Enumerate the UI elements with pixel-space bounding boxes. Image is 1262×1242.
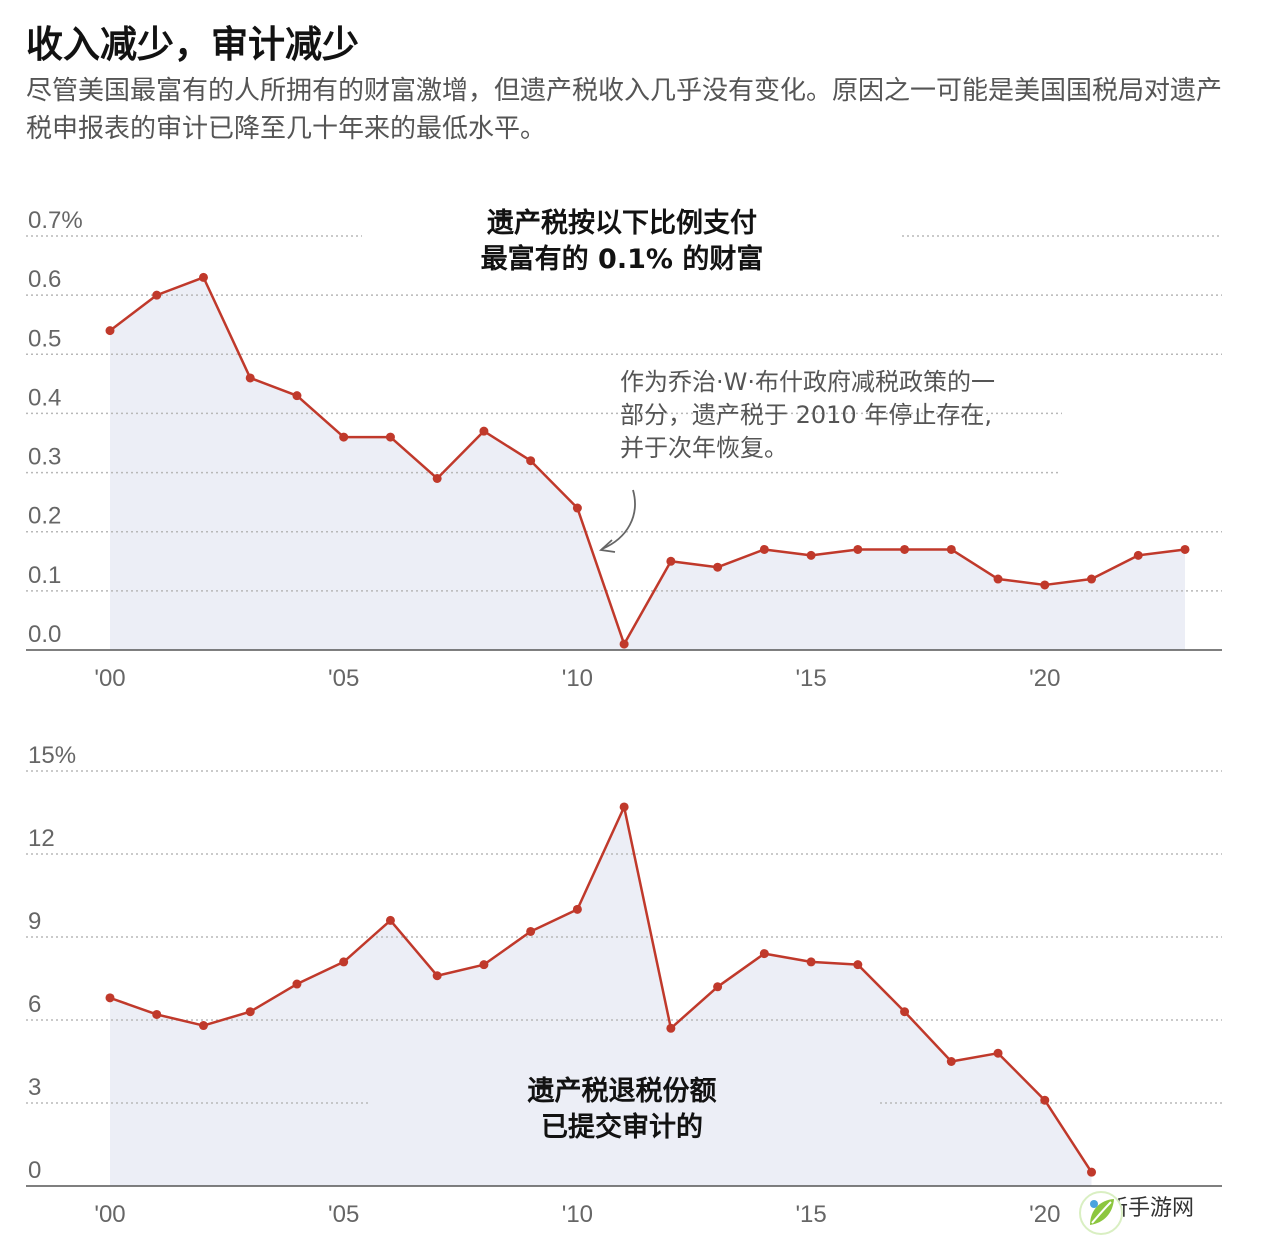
data-point	[245, 373, 255, 383]
y-tick-label: 0.1	[28, 562, 61, 589]
chart-wealth-share: 0.0 0.1 0.2 0.3 0.4 0.5 0.6 0.7% '00 '05 '10 '15 '20…	[26, 207, 1222, 692]
data-point	[993, 574, 1003, 584]
data-point	[432, 971, 442, 981]
note-arrow	[601, 489, 636, 550]
data-point	[292, 979, 302, 989]
y-tick-label: 0.4	[28, 384, 61, 411]
page-subtitle: 尽管美国最富有的人所拥有的财富激增，但遗产税收入几乎没有变化。原因之一可能是美国…	[26, 76, 1223, 144]
data-point	[339, 957, 349, 967]
data-point	[479, 426, 489, 436]
y-tick-label: 3	[28, 1074, 41, 1101]
series-line	[109, 276, 1186, 646]
data-point	[1133, 550, 1143, 560]
y-tick-label: 0.7%	[28, 207, 83, 234]
data-point	[1087, 1167, 1097, 1177]
data-point	[713, 562, 723, 572]
x-tick-label: '15	[795, 665, 826, 692]
data-point	[666, 1023, 676, 1033]
page-title: 收入减少，审计减少	[26, 23, 359, 66]
data-point	[526, 926, 536, 936]
data-point	[198, 272, 208, 282]
chart-annotation-line: 最富有的 0.1% 的财富	[481, 243, 764, 275]
chart-annotation-line: 遗产税退税份额	[528, 1076, 717, 1107]
data-point	[479, 960, 489, 970]
data-point	[385, 432, 395, 442]
data-point	[152, 290, 162, 300]
data-point	[619, 802, 629, 812]
area-fill	[110, 806, 1092, 1186]
data-point	[105, 993, 115, 1003]
data-point	[245, 1007, 255, 1017]
data-point	[853, 960, 863, 970]
x-tick-label: '20	[1029, 1201, 1060, 1228]
y-tick-label: 15%	[28, 742, 76, 769]
x-tick-label: '15	[795, 1201, 826, 1228]
y-tick-label: 0.3	[28, 444, 61, 471]
data-point	[572, 503, 582, 513]
x-tick-label: '10	[562, 1201, 593, 1228]
y-tick-label: 12	[28, 825, 55, 852]
data-point	[1040, 580, 1050, 590]
y-tick-label: 6	[28, 991, 41, 1018]
y-tick-label: 0.6	[28, 266, 61, 293]
y-tick-label: 0.5	[28, 325, 61, 352]
y-tick-label: 0	[28, 1157, 41, 1184]
data-point	[152, 1009, 162, 1019]
data-point	[432, 473, 442, 483]
x-tick-label: '20	[1029, 665, 1060, 692]
series-line	[109, 805, 1093, 1173]
x-tick-label: '00	[94, 1201, 125, 1228]
data-point	[900, 544, 910, 554]
data-point	[806, 550, 816, 560]
data-point	[946, 1057, 956, 1066]
data-point	[666, 556, 676, 566]
data-point	[713, 982, 723, 992]
data-point	[385, 915, 395, 925]
data-point	[853, 544, 863, 554]
data-point	[339, 432, 349, 442]
data-point	[198, 1021, 208, 1031]
data-point	[572, 904, 582, 914]
x-tick-label: '05	[328, 665, 359, 692]
y-tick-label: 0.0	[28, 621, 61, 648]
chart-annotation-line: 已提交审计的	[541, 1111, 703, 1143]
watermark: 高新手游网	[1078, 1190, 1194, 1235]
note-line: 部分，遗产税于 2010 年停止存在,	[620, 401, 992, 429]
chart-annotation-line: 遗产税按以下比例支付	[487, 207, 757, 239]
note-line: 并于次年恢复。	[620, 434, 788, 462]
data-point	[619, 639, 629, 649]
data-point	[1180, 544, 1190, 554]
data-point	[759, 949, 769, 959]
data-point	[526, 456, 536, 466]
area-fill	[110, 277, 1185, 650]
note-line: 作为乔治·W·布什政府减税政策的一	[620, 368, 995, 396]
data-point	[292, 391, 302, 401]
y-tick-label: 9	[28, 908, 41, 935]
data-point	[105, 326, 115, 336]
leaf-logo-icon	[1079, 1191, 1123, 1235]
data-point	[806, 957, 816, 967]
data-point	[993, 1048, 1003, 1058]
data-point	[946, 544, 956, 554]
data-point	[1040, 1095, 1050, 1105]
x-tick-label: '10	[562, 665, 593, 692]
note-arrowhead	[598, 539, 616, 553]
x-tick-label: '00	[94, 665, 125, 692]
y-tick-label: 0.2	[28, 503, 61, 530]
data-point	[900, 1007, 910, 1017]
data-point	[759, 544, 769, 554]
data-point	[1087, 574, 1097, 584]
x-tick-label: '05	[328, 1201, 359, 1228]
